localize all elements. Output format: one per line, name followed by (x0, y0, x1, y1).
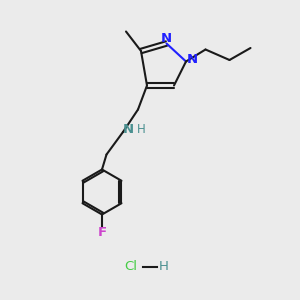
Text: N: N (123, 123, 134, 136)
Text: Cl: Cl (124, 260, 137, 274)
Text: F: F (98, 226, 106, 239)
Text: N: N (187, 52, 198, 66)
Text: H: H (159, 260, 168, 274)
Text: N: N (161, 32, 172, 45)
Text: H: H (137, 123, 146, 136)
